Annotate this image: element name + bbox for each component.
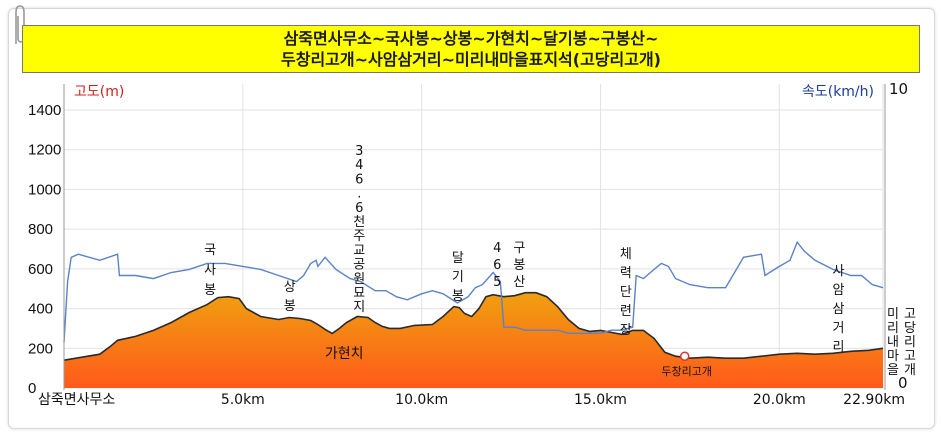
- waypoint-label-가현치: 가현치: [325, 346, 364, 362]
- waypoint-label-달기봉: 달기봉: [452, 251, 464, 304]
- y-right-tick-label: 10: [889, 80, 908, 98]
- waypoint-label-체력단련장-char: 력: [620, 266, 632, 281]
- waypoint-label-미리내마을-char: 내: [887, 335, 899, 350]
- waypoint-label-사암삼거리-char: 사: [833, 264, 845, 279]
- waypoint-label-465: 4 6 5: [493, 241, 501, 290]
- y-left-tick-label: 200: [28, 340, 53, 357]
- waypoint-label-사암삼거리-char: 삼: [833, 302, 845, 317]
- waypoint-label-체력단련장-char: 련: [620, 304, 632, 319]
- waypoint-label-국사봉-char: 봉: [204, 283, 216, 298]
- x-tick-label: 20.0km: [753, 392, 806, 408]
- x-tick-label: 22.90km: [843, 392, 905, 408]
- waypoint-label-국사봉-char: 국: [204, 243, 216, 258]
- waypoint-label-465-char: 4: [493, 241, 501, 256]
- y-right-axis-label: 속도(km/h): [802, 84, 874, 100]
- chart-title-line-2: 두창리고개~사암삼거리~미리내마을표지석(고당리고개): [281, 50, 661, 69]
- waypoint-label-구봉산-char: 구: [513, 241, 525, 256]
- waypoint-label-미리내마을-char: 마: [887, 349, 899, 364]
- elevation-area: [64, 292, 883, 388]
- waypoint-label-체력단련장-char: 체: [620, 247, 632, 262]
- waypoint-label-465-char: 5: [493, 275, 501, 290]
- waypoint-label-체력단련장-char: 장: [620, 323, 632, 338]
- waypoint-label-국사봉: 국사봉: [204, 243, 216, 298]
- waypoint-label-천주교공원묘지-char: 지: [353, 300, 365, 315]
- waypoint-label-미리내마을-char: 을: [887, 363, 899, 378]
- waypoint-label-고당리고개-char: 리: [904, 335, 916, 350]
- waypoint-label-천주교공원묘지-char: 6: [355, 172, 363, 187]
- waypoint-marker: [679, 351, 690, 361]
- waypoint-label-천주교공원묘지-char: 교: [353, 243, 365, 258]
- y-left-tick-label: 600: [28, 261, 53, 278]
- waypoint-label-천주교공원묘지-char: 묘: [353, 286, 365, 301]
- waypoint-label-상봉: 상봉: [284, 280, 296, 314]
- waypoint-label-미리내마을-char: 리: [887, 321, 899, 336]
- waypoint-label-천주교공원묘지-char: 3: [355, 144, 363, 159]
- x-tick-label: 10.0km: [395, 392, 448, 408]
- y-left-tick-label: 400: [28, 301, 53, 318]
- y-left-tick-label: 1000: [28, 181, 61, 198]
- chart-title: 삼죽면사무소~국사봉~상봉~가현치~달기봉~구봉산~ 두창리고개~사암삼거리~미…: [22, 25, 920, 73]
- waypoint-label-고당리고개-char: 고: [904, 307, 916, 322]
- waypoint-label-사암삼거리-char: 암: [833, 283, 845, 298]
- y-left-tick-label: 1200: [28, 142, 61, 159]
- waypoint-label-천주교공원묘지-char: 공: [353, 258, 365, 273]
- waypoint-label-미리내마을: 미리내마을: [887, 307, 899, 378]
- waypoint-label-고당리고개-char: 고: [904, 349, 916, 364]
- chart-title-line-1: 삼죽면사무소~국사봉~상봉~가현치~달기봉~구봉산~: [283, 29, 659, 48]
- y-left-tick-label: 0: [28, 380, 36, 397]
- waypoint-label-고당리고개-char: 당: [904, 321, 916, 336]
- y-right-tick-label: 0: [898, 374, 908, 392]
- waypoint-label-상봉-char: 상: [284, 280, 296, 295]
- waypoint-label-고당리고개-char: 개: [904, 363, 916, 378]
- waypoint-label-구봉산: 구봉산: [513, 241, 525, 290]
- waypoint-label-구봉산-char: 산: [513, 275, 525, 290]
- waypoint-label-두창리고개: 두창리고개: [661, 365, 712, 378]
- x-tick-label: 5.0km: [221, 392, 265, 408]
- waypoint-label-천주교공원묘지-char: 주: [353, 229, 365, 244]
- waypoint-label-달기봉-char: 봉: [452, 289, 464, 304]
- x-tick-label: 삼죽면사무소: [38, 392, 115, 408]
- waypoint-label-구봉산-char: 봉: [513, 258, 525, 273]
- waypoint-label-미리내마을-char: 미: [887, 307, 899, 322]
- speed-line: [63, 240, 884, 343]
- waypoint-label-천주교공원묘지-char: 원: [353, 272, 365, 287]
- waypoint-label-천주교공원묘지-char: 천: [353, 215, 365, 230]
- waypoint-label-상봉-char: 봉: [284, 299, 296, 314]
- waypoint-label-국사봉-char: 사: [204, 263, 216, 278]
- waypoint-label-달기봉-char: 달: [452, 251, 464, 266]
- waypoint-label-천주교공원묘지-char: .: [357, 187, 361, 202]
- waypoint-label-사암삼거리-char: 거: [833, 321, 845, 336]
- waypoint-label-465-char: 6: [493, 258, 501, 273]
- waypoint-label-체력단련장-char: 단: [620, 285, 632, 300]
- waypoint-label-고당리고개: 고당리고개: [904, 307, 916, 378]
- waypoint-label-천주교공원묘지-char: 4: [355, 158, 363, 173]
- x-tick-label: 15.0km: [574, 392, 627, 408]
- waypoint-label-사암삼거리-char: 리: [833, 340, 845, 355]
- y-left-tick-label: 800: [28, 221, 53, 238]
- y-left-axis-label: 고도(m): [74, 84, 124, 100]
- y-left-tick-label: 1400: [28, 102, 61, 119]
- waypoint-label-사암삼거리: 사암삼거리: [833, 264, 845, 355]
- waypoint-label-달기봉-char: 기: [452, 270, 464, 285]
- waypoint-label-천주교공원묘지-char: 6: [355, 201, 363, 216]
